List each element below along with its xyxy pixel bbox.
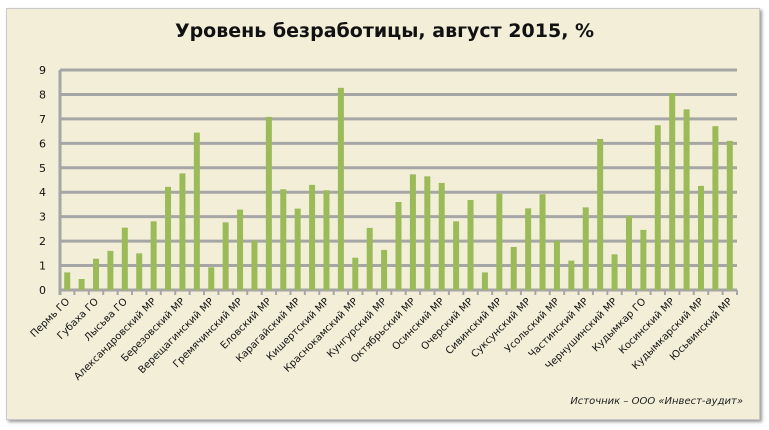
bar (237, 209, 244, 290)
bar (179, 173, 186, 290)
y-tick-label: 6 (39, 137, 46, 150)
chart-title: Уровень безработицы, август 2015, % (174, 20, 595, 42)
bar (222, 222, 229, 290)
bar (251, 240, 258, 290)
x-category-label: Еловский МР (219, 296, 274, 351)
y-tick-label: 5 (39, 162, 46, 175)
y-tick-label: 8 (39, 88, 46, 101)
y-tick-label: 2 (39, 235, 46, 248)
bar (64, 272, 71, 290)
bar (424, 176, 431, 290)
bar (150, 221, 157, 290)
bar (712, 126, 719, 290)
bar (597, 138, 604, 290)
y-tick-label: 1 (39, 260, 46, 273)
bar (381, 249, 388, 290)
bar (467, 200, 474, 290)
bar (510, 246, 517, 290)
y-tick-label: 4 (39, 186, 46, 199)
bar (323, 190, 330, 290)
y-tick-label: 0 (39, 284, 46, 297)
bar (669, 93, 676, 290)
bar (265, 116, 272, 290)
bar (121, 227, 128, 290)
bar (553, 240, 560, 290)
bar (496, 193, 503, 290)
y-tick-label: 9 (39, 64, 46, 77)
bar (654, 125, 661, 290)
bar (525, 208, 532, 290)
bar (640, 229, 647, 290)
bar (93, 258, 100, 290)
bar (697, 185, 704, 290)
bar (582, 207, 589, 290)
bar (453, 221, 460, 290)
bar (165, 186, 172, 290)
bar (409, 174, 416, 290)
bar (78, 279, 85, 290)
bar (568, 260, 575, 290)
bar (395, 202, 402, 290)
bar (352, 257, 359, 290)
bar (136, 253, 143, 290)
bar (481, 272, 488, 290)
bar (193, 132, 200, 290)
bar (107, 250, 114, 290)
bar (309, 184, 316, 290)
bar (294, 208, 301, 290)
bar (208, 267, 215, 290)
bar (611, 254, 618, 290)
source-note: Источник – ООО «Инвест-аудит» (570, 396, 743, 407)
y-tick-label: 7 (39, 113, 46, 126)
bar (625, 215, 632, 290)
chart-frame (6, 8, 760, 420)
bar (726, 140, 733, 290)
bar (337, 87, 344, 290)
bar (280, 189, 287, 290)
bar (683, 109, 690, 290)
bar (438, 182, 445, 290)
y-tick-label: 3 (39, 211, 46, 224)
bar (539, 194, 546, 290)
bar (366, 227, 373, 290)
